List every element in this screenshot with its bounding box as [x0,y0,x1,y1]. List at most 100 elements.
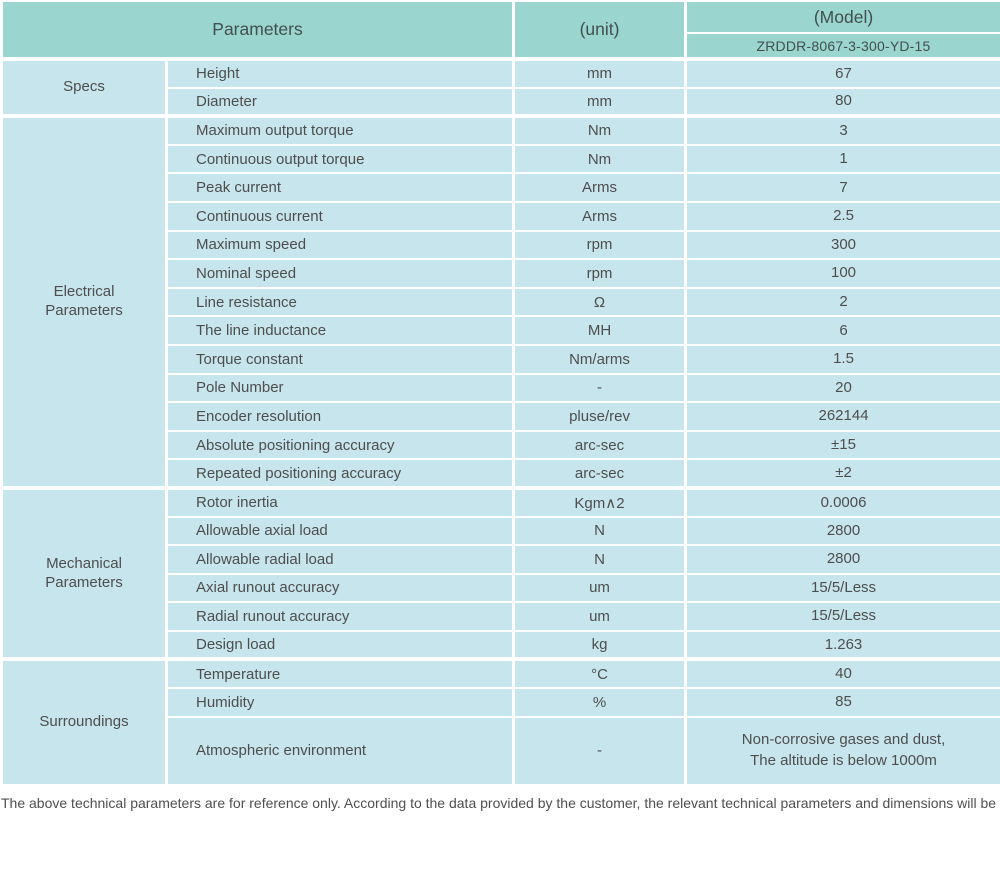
table-row: Continuous current Arms 2.5 [2,200,1000,232]
table-row: Design load kg 1.263 [2,629,1000,661]
unit-cell: um [512,572,688,604]
parameter-name-cell: Pole Number [164,372,516,404]
parameter-name-cell: Allowable radial load [164,544,516,575]
table-header: Parameters (unit) (Model) ZRDDR-8067-3-3… [0,0,1000,60]
unit-cell: arc-sec [512,429,688,461]
parameters-table: Parameters (unit) (Model) ZRDDR-8067-3-3… [0,0,1000,786]
table-row: Humidity% 85 [2,687,1000,718]
table-row: Allowable axial load N 2800 [2,515,1000,547]
parameter-name-cell: Repeated positioning accuracy [164,458,516,489]
header-row-2: ZRDDR-8067-3-300-YD-15 [2,32,1000,60]
table-row: Continuous output torque Nm 1 [2,143,1000,175]
parameter-name-cell: Atmospheric environment [164,715,516,786]
category-cell: Electrical Parameters [0,114,168,489]
value-cell: 6 [684,315,1000,346]
value-cell: 300 [684,229,1000,261]
parameter-name-cell: Encoder resolution [164,401,516,432]
table-row: Atmospheric environment - Non-corrosive ga… [2,715,1000,786]
table-row: Line resistance Ω 2 [2,286,1000,318]
parameter-name-cell: Maximum speed [164,229,516,261]
value-cell: 1.5 [684,343,1000,375]
value-cell: 3 [684,114,1000,146]
unit-cell: - [512,372,688,404]
unit-cell: um [512,601,688,632]
table-row: Allowable radial load N 2800 [2,544,1000,575]
value-cell: 7 [684,172,1000,203]
table-row: Repeated positioning accuracy arc-sec ±2 [2,458,1000,489]
unit-cell: - [512,715,688,786]
unit-cell: Kgm∧2 [512,485,688,518]
table-body: Specs Height mm 67 Diameter mm 80 Electrical Pa… [0,56,1000,786]
table-row: Encoder resolution pluse/rev 262144 [2,401,1000,432]
value-cell: 2800 [684,515,1000,547]
parameter-name-cell: Radial runout accuracy [164,601,516,632]
parameter-name-cell: Nominal speed [164,258,516,289]
table-row: Maximum speed rpm 300 [2,229,1000,261]
parameter-name-cell: Line resistance [164,286,516,318]
table-row: Absolute positioning accuracy arc-sec ±15 [2,429,1000,461]
value-cell: 2800 [684,544,1000,575]
parameter-name-cell: The line inductance [164,315,516,346]
parameter-name-cell: Continuous output torque [164,143,516,175]
table-row: Mechanical Parameters Rotor inertia Kgm∧2 0… [0,485,1000,661]
header-row-1: Parameters (unit) (Model) [0,0,1000,60]
table-row: The line inductance MH 6 [2,315,1000,346]
parameter-name-cell: Diameter [164,86,516,118]
parameter-name-cell: Continuous current [164,200,516,232]
unit-cell: °C [512,657,688,690]
unit-cell: Arms [512,172,688,203]
value-cell: 0.0006 [684,485,1000,518]
unit-cell: mm [512,86,688,118]
value-cell: 67 [684,57,1000,89]
parameter-name-cell: Rotor inertia [164,485,516,518]
column-header-parameters: Parameters [0,0,516,60]
value-cell: 15/5/Less [684,572,1000,604]
unit-cell: mm [512,57,688,89]
column-header-unit: (unit) [512,0,688,60]
unit-cell: kg [512,629,688,661]
column-header-model: (Model) [684,0,1000,34]
unit-cell: Arms [512,200,688,232]
unit-cell: rpm [512,258,688,289]
parameter-name-cell: Humidity [164,687,516,718]
value-cell: 1.263 [684,629,1000,661]
table-row: Nominal speed rpm 100 [2,258,1000,289]
value-cell: 40 [684,657,1000,690]
table-row: Torque constant Nm/arms 1.5 [2,343,1000,375]
parameter-name-cell: Temperature [164,657,516,690]
model-number: ZRDDR-8067-3-300-YD-15 [684,32,1000,60]
value-cell: 100 [684,258,1000,289]
unit-cell: MH [512,315,688,346]
category-cell: Surroundings [0,657,168,786]
parameter-name-cell: Height [164,57,516,89]
category-cell: Specs [0,56,168,118]
table-row: Axial runout accuracy um 15/5/Less [2,572,1000,604]
table-row: Peak current Arms 7 [2,172,1000,203]
parameter-name-cell: Torque constant [164,343,516,375]
unit-cell: Nm [512,114,688,146]
parameter-name-cell: Allowable axial load [164,515,516,547]
table-row: Surroundings Temperature °C 40 [0,657,1000,786]
unit-cell: rpm [512,229,688,261]
unit-cell: Nm [512,143,688,175]
value-cell: 262144 [684,401,1000,432]
value-cell: 15/5/Less [684,601,1000,632]
value-cell: 85 [684,687,1000,718]
value-cell: ±2 [684,458,1000,489]
parameter-name-cell: Peak current [164,172,516,203]
table-row: Pole Number -20 [2,372,1000,404]
unit-cell: % [512,687,688,718]
parameter-name-cell: Absolute positioning accuracy [164,429,516,461]
value-cell: ±15 [684,429,1000,461]
unit-cell: Ω [512,286,688,318]
unit-cell: Nm/arms [512,343,688,375]
parameter-name-cell: Design load [164,629,516,661]
value-cell: 2.5 [684,200,1000,232]
value-cell: 2 [684,286,1000,318]
unit-cell: pluse/rev [512,401,688,432]
unit-cell: N [512,515,688,547]
unit-cell: N [512,544,688,575]
unit-cell: arc-sec [512,458,688,489]
parameter-name-cell: Maximum output torque [164,114,516,146]
